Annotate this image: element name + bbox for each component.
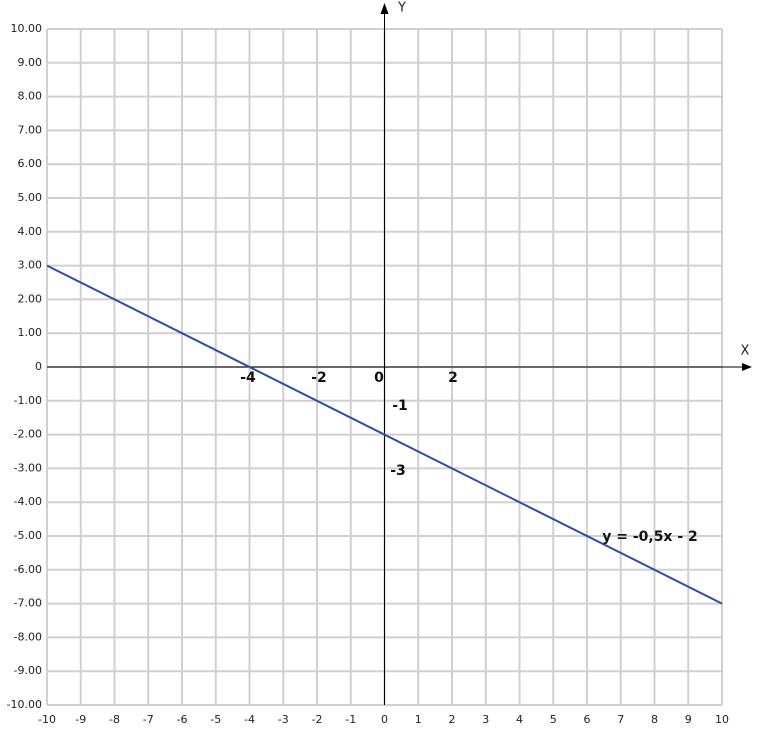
- y-axis-label: Y: [397, 1, 406, 16]
- x-tick-label: -2: [312, 713, 323, 726]
- annotation: 2: [448, 370, 458, 386]
- y-tick-label: 0: [35, 360, 42, 373]
- y-tick-label: -4.00: [14, 495, 42, 508]
- x-tick-label: -7: [143, 713, 154, 726]
- y-tick-label: -10.00: [7, 698, 42, 711]
- x-tick-label: -8: [109, 713, 120, 726]
- y-tick-label: 4.00: [18, 225, 43, 238]
- y-tick-label: -9.00: [14, 664, 42, 677]
- x-axis-arrow: [742, 363, 752, 371]
- x-tick-label: 1: [415, 713, 422, 726]
- annotation: 0: [374, 370, 384, 386]
- x-tick-label: -3: [278, 713, 289, 726]
- x-tick-label: 0: [381, 713, 388, 726]
- x-tick-label: -5: [210, 713, 221, 726]
- x-axis-label: X: [741, 344, 750, 359]
- y-tick-label: 1.00: [18, 326, 43, 339]
- y-tick-label: -8.00: [14, 630, 42, 643]
- x-tick-label: -9: [75, 713, 86, 726]
- x-tick-label: 2: [449, 713, 456, 726]
- annotation: -3: [390, 463, 406, 479]
- y-tick-label: -3.00: [14, 461, 42, 474]
- x-tick-label: -6: [177, 713, 188, 726]
- x-tick-label: 5: [550, 713, 557, 726]
- x-tick-label: 10: [715, 713, 729, 726]
- y-tick-label: 7.00: [18, 123, 43, 136]
- y-tick-label: 10.00: [11, 22, 43, 35]
- x-tick-label: -1: [345, 713, 356, 726]
- y-tick-label: -1.00: [14, 394, 42, 407]
- y-tick-label: 9.00: [18, 56, 43, 69]
- y-tick-label: -6.00: [14, 563, 42, 576]
- annotation: -4: [240, 370, 256, 386]
- x-tick-label: 7: [617, 713, 624, 726]
- x-tick-label: 6: [584, 713, 591, 726]
- y-tick-label: 5.00: [18, 191, 43, 204]
- x-tick-label: -4: [244, 713, 255, 726]
- y-tick-label: -7.00: [14, 597, 42, 610]
- y-tick-label: -5.00: [14, 529, 42, 542]
- annotation: -2: [311, 370, 327, 386]
- x-tick-label: 4: [516, 713, 523, 726]
- y-tick-label: 2.00: [18, 292, 43, 305]
- y-tick-label: 3.00: [18, 259, 43, 272]
- x-tick-label: 9: [685, 713, 692, 726]
- annotation: -1: [392, 398, 408, 414]
- y-tick-label: 6.00: [18, 157, 43, 170]
- x-tick-label: 8: [651, 713, 658, 726]
- x-tick-label: -10: [38, 713, 56, 726]
- data-line: [46, 264, 723, 605]
- x-tick-label: 3: [482, 713, 489, 726]
- y-tick-label: -2.00: [14, 428, 42, 441]
- y-tick-label: 8.00: [18, 90, 43, 103]
- equation-label: y = -0,5x - 2: [602, 529, 698, 545]
- y-axis-arrow: [380, 3, 389, 14]
- plot: -10.00 -9.00 -8.00 -7.00 -6.00 -5.00 -4.00 -3.0…: [7, 3, 752, 726]
